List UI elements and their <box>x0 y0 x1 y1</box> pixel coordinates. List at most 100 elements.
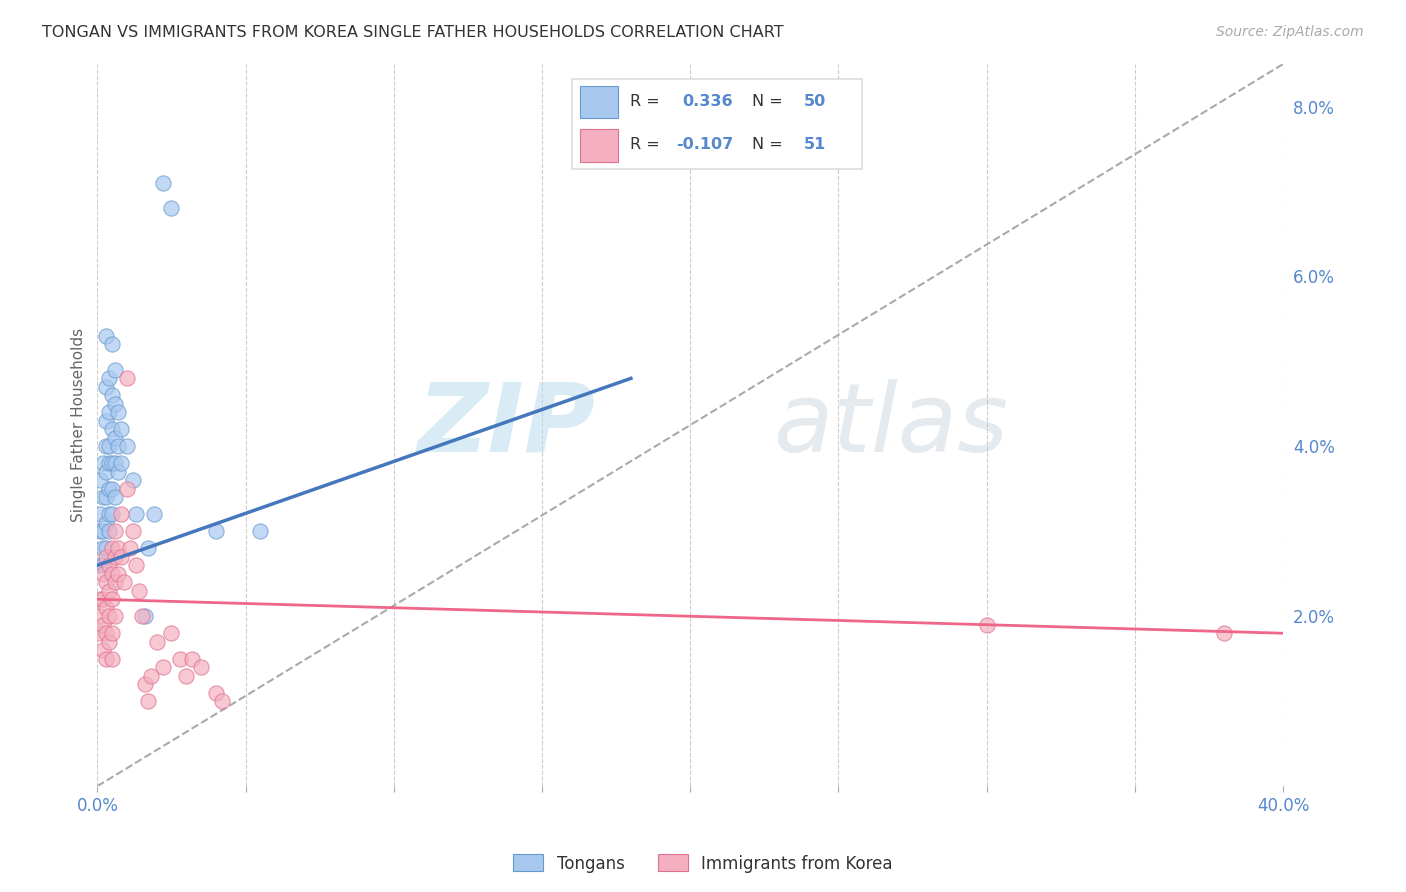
Point <box>976 617 998 632</box>
Point <box>98 439 121 453</box>
Point <box>89 524 111 539</box>
Point <box>110 508 132 522</box>
Point <box>98 405 121 419</box>
Point <box>125 558 148 573</box>
Point <box>89 609 111 624</box>
Point <box>91 491 114 505</box>
Point <box>89 592 111 607</box>
Point <box>96 626 118 640</box>
Point <box>107 566 129 581</box>
Point <box>134 609 156 624</box>
Point <box>98 371 121 385</box>
Point <box>89 508 111 522</box>
Point <box>249 524 271 539</box>
Point <box>91 566 114 581</box>
Point <box>91 592 114 607</box>
Point <box>115 439 138 453</box>
Point <box>160 626 183 640</box>
Point <box>96 414 118 428</box>
Point <box>181 651 204 665</box>
Point <box>98 583 121 598</box>
Point <box>101 541 124 556</box>
Point <box>145 634 167 648</box>
Point <box>152 176 174 190</box>
Point <box>136 541 159 556</box>
Point <box>104 575 127 590</box>
Point <box>107 465 129 479</box>
Point <box>110 422 132 436</box>
Point <box>96 380 118 394</box>
Point <box>125 508 148 522</box>
Point <box>122 524 145 539</box>
Point <box>96 329 118 343</box>
Point <box>136 694 159 708</box>
Point <box>211 694 233 708</box>
Point <box>98 524 121 539</box>
Point <box>101 592 124 607</box>
Y-axis label: Single Father Households: Single Father Households <box>72 328 86 522</box>
Point <box>101 566 124 581</box>
Point <box>91 541 114 556</box>
Point <box>101 651 124 665</box>
Legend: Tongans, Immigrants from Korea: Tongans, Immigrants from Korea <box>506 847 900 880</box>
Point <box>122 473 145 487</box>
Point <box>174 669 197 683</box>
Point <box>101 626 124 640</box>
Point <box>160 202 183 216</box>
Point <box>107 439 129 453</box>
Point <box>128 583 150 598</box>
Point <box>96 651 118 665</box>
Point <box>169 651 191 665</box>
Point <box>101 482 124 496</box>
Point <box>96 600 118 615</box>
Point <box>134 677 156 691</box>
Point <box>96 575 118 590</box>
Point <box>91 643 114 657</box>
Point <box>1212 626 1234 640</box>
Point <box>104 609 127 624</box>
Point <box>142 508 165 522</box>
Point <box>101 456 124 470</box>
Point <box>104 431 127 445</box>
Point <box>91 558 114 573</box>
Point <box>107 405 129 419</box>
Point <box>96 549 118 564</box>
Point <box>101 422 124 436</box>
Point <box>101 508 124 522</box>
Text: atlas: atlas <box>773 378 1008 472</box>
Point <box>112 575 135 590</box>
Point <box>104 363 127 377</box>
Point <box>104 491 127 505</box>
Point <box>115 371 138 385</box>
Point <box>104 549 127 564</box>
Point <box>104 456 127 470</box>
Point <box>205 524 228 539</box>
Text: Source: ZipAtlas.com: Source: ZipAtlas.com <box>1216 25 1364 39</box>
Point <box>96 516 118 530</box>
Point <box>118 541 141 556</box>
Point <box>115 482 138 496</box>
Point <box>96 465 118 479</box>
Point <box>110 456 132 470</box>
Point <box>98 609 121 624</box>
Point <box>89 558 111 573</box>
Point <box>98 456 121 470</box>
Point <box>190 660 212 674</box>
Point <box>98 508 121 522</box>
Point <box>110 549 132 564</box>
Point <box>98 558 121 573</box>
Point <box>96 541 118 556</box>
Point <box>96 491 118 505</box>
Point <box>91 524 114 539</box>
Point <box>98 634 121 648</box>
Point <box>89 626 111 640</box>
Point <box>104 397 127 411</box>
Point <box>96 439 118 453</box>
Text: ZIP: ZIP <box>418 378 595 472</box>
Point <box>131 609 153 624</box>
Point <box>107 541 129 556</box>
Point <box>104 524 127 539</box>
Point <box>139 669 162 683</box>
Point <box>89 473 111 487</box>
Point <box>101 388 124 402</box>
